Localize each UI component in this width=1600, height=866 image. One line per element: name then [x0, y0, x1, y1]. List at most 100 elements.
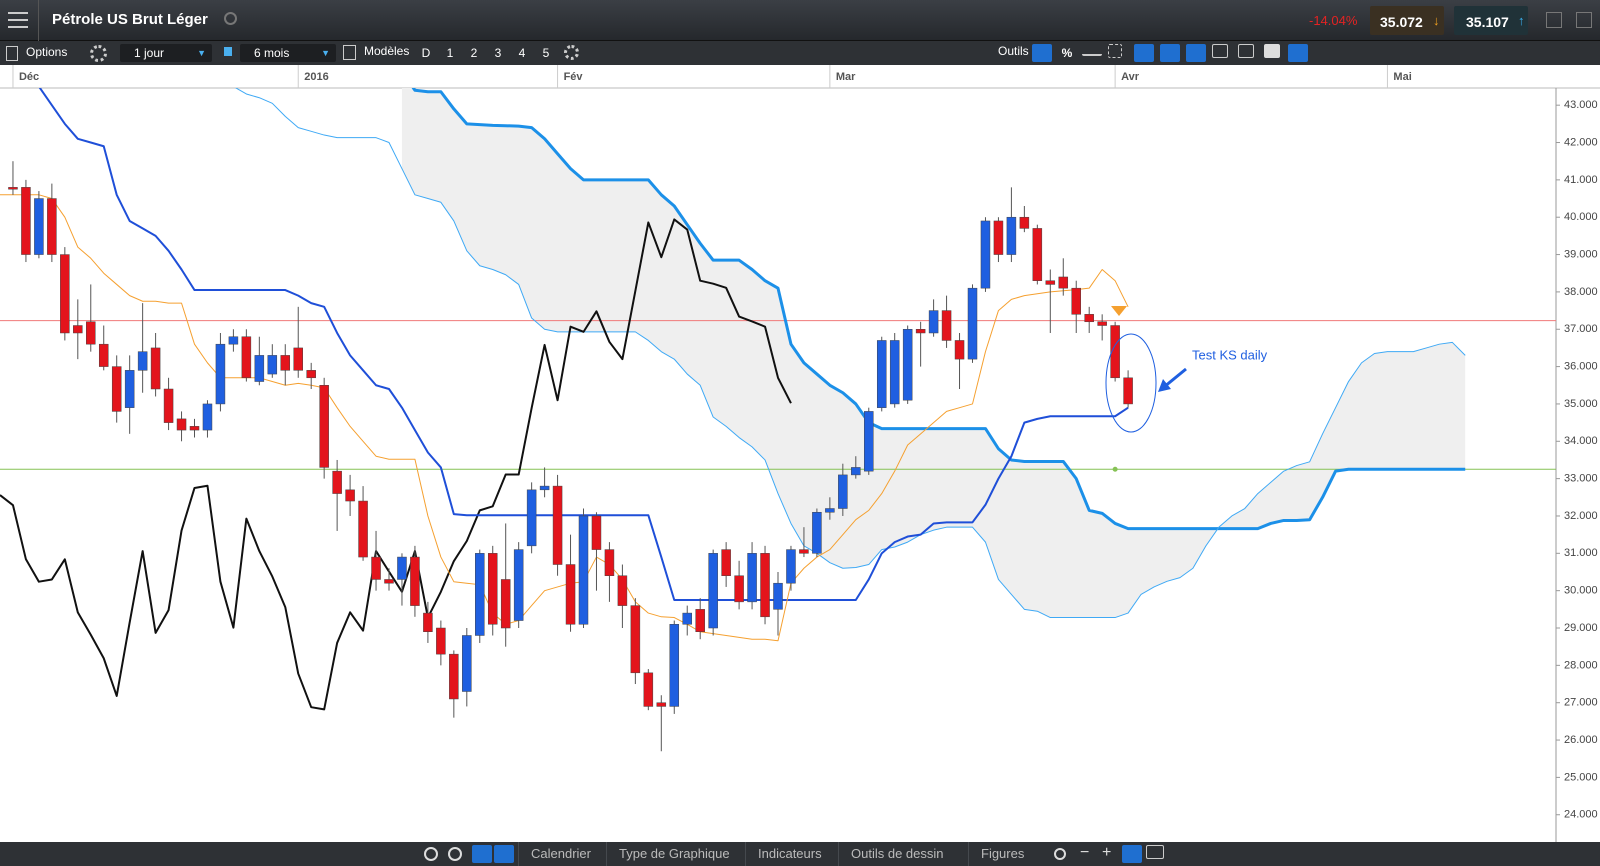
candle-body — [695, 609, 705, 632]
footer-tab[interactable]: Figures — [968, 842, 1036, 866]
candle-body — [345, 489, 355, 502]
candle-body — [293, 347, 303, 371]
keypad-icon[interactable] — [1146, 845, 1164, 859]
candle-body — [721, 549, 731, 576]
candle-body — [617, 575, 628, 606]
candle-body — [228, 336, 239, 345]
candle-body — [941, 310, 952, 341]
candle-body — [643, 672, 654, 707]
candle-body — [708, 553, 718, 629]
settings-icon[interactable] — [564, 45, 579, 60]
alert-marker — [1111, 306, 1127, 316]
candle-body — [73, 325, 83, 334]
indicator-line — [411, 88, 1466, 531]
y-tick-label: 38.000 — [1564, 286, 1598, 298]
candle-body — [202, 403, 213, 431]
refresh-icon[interactable] — [424, 847, 438, 861]
candle-body — [1071, 287, 1081, 315]
preset-button[interactable]: 3 — [494, 46, 502, 60]
indicator-line — [38, 88, 1129, 601]
footer-tab[interactable]: Calendrier — [518, 842, 603, 866]
candle-body — [812, 511, 822, 554]
preset-button[interactable]: 4 — [518, 46, 526, 60]
candle-body — [656, 702, 667, 707]
tool-button[interactable] — [1082, 44, 1102, 56]
zoom-in[interactable]: + — [1102, 844, 1112, 861]
tool-button[interactable] — [1212, 44, 1228, 58]
candle-body — [786, 549, 796, 584]
tool-button[interactable] — [1264, 44, 1280, 58]
candle-body — [669, 624, 680, 707]
candle-body — [47, 198, 57, 255]
plot-area — [0, 88, 1556, 752]
period-label: 6 mois — [254, 46, 290, 60]
preset-button[interactable]: D — [421, 46, 431, 60]
ichimoku-cloud — [401, 88, 1466, 618]
preset-button[interactable]: 2 — [470, 46, 478, 60]
footer-tab[interactable]: Outils de dessin — [838, 842, 956, 866]
calendar-icon[interactable] — [343, 45, 356, 60]
window-icon[interactable] — [1546, 12, 1562, 28]
x-tick-label: Avr — [1121, 71, 1140, 83]
candle-body — [215, 343, 226, 405]
up-arrow: ↑ — [1518, 13, 1525, 28]
y-tick-label: 24.000 — [1564, 809, 1598, 821]
zoom-out[interactable]: − — [1080, 844, 1090, 861]
options-icon[interactable] — [6, 46, 18, 61]
y-tick-label: 39.000 — [1564, 248, 1598, 260]
candle-body — [137, 351, 148, 371]
candle-body — [267, 355, 278, 375]
candle-body — [500, 579, 511, 629]
candle-body — [1123, 377, 1133, 405]
lock-icon[interactable] — [224, 47, 232, 56]
indicator-line — [0, 194, 1129, 642]
x-tick-label: 2016 — [304, 71, 328, 83]
settings-icon[interactable] — [90, 45, 107, 62]
candle-body — [682, 612, 692, 625]
y-tick-label: 29.000 — [1564, 622, 1598, 634]
candle-body — [799, 549, 809, 554]
buy-box[interactable]: 35.107 ↑ — [1454, 6, 1528, 35]
annotation-arrow — [1163, 367, 1187, 389]
options-label[interactable]: Options — [26, 45, 68, 59]
preset-button[interactable]: 5 — [542, 46, 550, 60]
candle-body — [552, 485, 563, 565]
chart: 24.000 25.000 26.000 27.000 28.000 29.000 30.0… — [0, 65, 1600, 842]
reset-icon[interactable] — [448, 847, 462, 861]
candle-body — [915, 329, 926, 334]
sell-box[interactable]: 35.072 ↓ — [1370, 6, 1444, 35]
candle-body — [487, 553, 498, 625]
candle-body — [397, 556, 407, 580]
draw-icon[interactable] — [472, 845, 492, 863]
preset-button[interactable]: 1 — [446, 46, 454, 60]
search-icon[interactable] — [224, 12, 237, 25]
window-icon[interactable] — [1576, 12, 1592, 28]
candle-body — [604, 549, 615, 576]
tool-button[interactable] — [1134, 44, 1154, 62]
interval-select[interactable]: 1 jour ▼ — [120, 44, 212, 62]
tool-button[interactable] — [1288, 44, 1308, 62]
tool-button[interactable] — [1186, 44, 1206, 62]
footer-tab[interactable]: Indicateurs — [745, 842, 834, 866]
date-strip — [0, 65, 1600, 88]
tool-button[interactable] — [1032, 44, 1052, 62]
instrument-title: Pétrole US Brut Léger — [52, 11, 208, 28]
tool-button[interactable] — [1160, 44, 1180, 62]
candle-body — [475, 553, 485, 636]
candle-body — [358, 500, 368, 558]
footer-tab[interactable]: Type de Graphique — [606, 842, 742, 866]
templates-label[interactable]: Modèles — [364, 44, 410, 58]
candle-body — [760, 553, 770, 618]
divider — [38, 0, 39, 41]
y-tick-label: 32.000 — [1564, 510, 1598, 522]
y-tick-label: 34.000 — [1564, 435, 1598, 447]
sort-icon[interactable] — [494, 845, 514, 863]
tool-button[interactable] — [1238, 44, 1254, 58]
period-select[interactable]: 6 mois ▼ — [240, 44, 336, 62]
y-tick-label: 40.000 — [1564, 211, 1598, 223]
menu-icon[interactable] — [8, 12, 28, 29]
crosshair-icon[interactable] — [1122, 845, 1142, 863]
zoom-icon[interactable] — [1054, 848, 1066, 860]
tool-button[interactable] — [1108, 44, 1122, 58]
tool-button[interactable]: % — [1061, 46, 1073, 60]
